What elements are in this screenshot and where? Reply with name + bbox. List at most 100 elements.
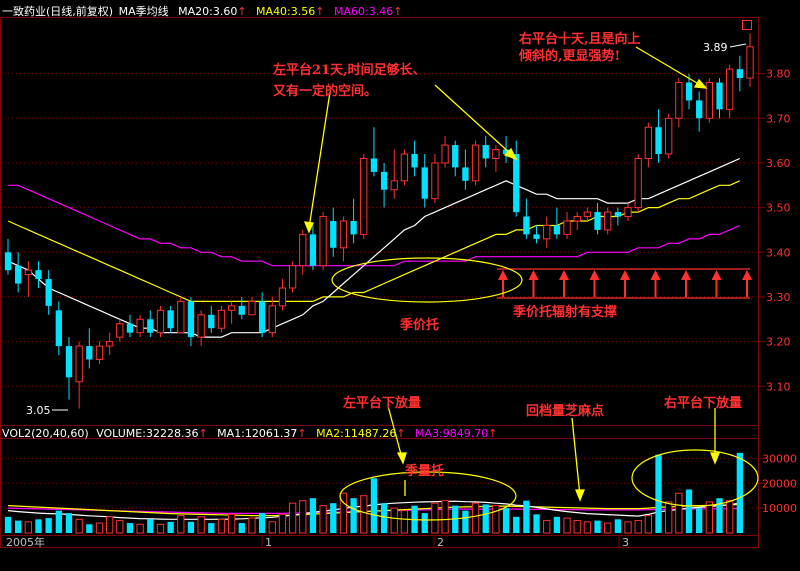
annotation-arrows xyxy=(303,46,720,502)
volume-bar-up xyxy=(24,521,32,534)
volume-header: VOL2(20,40,60) VOLUME:32228.36↑ MA1:1206… xyxy=(2,427,497,440)
volume-bar-down xyxy=(513,516,520,533)
ma60-value: MA60:3.46 xyxy=(333,5,394,18)
candle-body-down xyxy=(187,301,195,338)
volume-bar-down xyxy=(350,498,357,533)
candle-body-up xyxy=(400,153,409,182)
volume-bar-down xyxy=(462,510,469,533)
ma20-value: MA20:3.60 xyxy=(178,5,238,18)
up-arrow-icon: ↑ xyxy=(198,427,208,440)
candle-body-down xyxy=(350,221,357,235)
candle-body-down xyxy=(126,323,134,333)
candle-body-down xyxy=(208,314,215,329)
support-arrow-head xyxy=(711,270,722,280)
candle-body-up xyxy=(156,309,165,334)
volume-bar-up xyxy=(339,492,348,534)
volume-bar-down xyxy=(482,504,489,533)
volume-bar-up xyxy=(278,513,287,534)
candle-body-down xyxy=(309,234,317,266)
volume-bar-down xyxy=(685,489,693,533)
candle-body-up xyxy=(624,207,632,218)
volume-bar-down xyxy=(614,519,622,533)
volume-axis: 10000 20000 30000 xyxy=(759,452,797,515)
ma40-value: MA40:3.56 xyxy=(256,5,316,18)
volume-bar-up xyxy=(156,523,165,534)
volume-bar-down xyxy=(421,513,428,533)
price-tick-label: 3.50 xyxy=(766,202,791,215)
x-label-year: 2005年 xyxy=(6,535,45,549)
candle-body-down xyxy=(523,216,530,235)
extreme-labels: 3.05 3.89 xyxy=(26,41,747,417)
candle-body-down xyxy=(370,158,378,172)
volume-bar-up xyxy=(319,505,327,534)
chart-settings-icon[interactable] xyxy=(742,20,752,30)
support-arrow-head xyxy=(589,270,600,280)
candle-body-down xyxy=(736,69,743,79)
high-price-label: 3.89 xyxy=(703,41,728,54)
candle-body-up xyxy=(583,211,592,218)
support-arrow-head xyxy=(528,270,539,280)
volume-bar-up xyxy=(441,500,449,534)
volume-bar-down xyxy=(45,518,52,533)
candle-body-up xyxy=(95,345,104,360)
volume-bar-up xyxy=(116,520,124,534)
candle-body-up xyxy=(390,180,398,191)
candle-body-down xyxy=(462,167,469,181)
annotation-ellipses xyxy=(331,257,759,521)
candle-body-down xyxy=(330,221,337,248)
support-arrows xyxy=(498,270,752,297)
volume-bar-down xyxy=(523,500,530,533)
volume-bar-up xyxy=(624,521,632,534)
support-arrow-head xyxy=(498,270,508,280)
volume-bar-up xyxy=(471,502,480,534)
x-axis-ticks xyxy=(261,536,620,547)
price-header: 一致药业(日线,前复权) MA季均线 MA20:3.60↑ MA40:3.56↑… xyxy=(2,3,402,19)
volume-bar-down xyxy=(553,516,561,533)
candles xyxy=(4,33,754,409)
volume-bar-down xyxy=(533,514,540,533)
right-vol-ellipse xyxy=(631,449,759,507)
low-price-label: 3.05 xyxy=(26,404,51,417)
vol-ma3-value: MA3:9849.70 xyxy=(415,427,489,440)
left-shrink-note: 左平台下放量 xyxy=(343,396,422,411)
volume-bar-down xyxy=(65,513,73,533)
volume-tick-label: 30000 xyxy=(762,452,797,465)
candle-body-up xyxy=(24,269,32,276)
season-support-ellipse xyxy=(331,257,523,303)
vol-ma1-value: MA1:12061.37 xyxy=(217,427,298,440)
candle-body-up xyxy=(431,162,439,200)
candle-body-up xyxy=(675,82,683,119)
volume-bar-up xyxy=(75,518,83,534)
support-arrow-head xyxy=(742,270,752,280)
candle-body-down xyxy=(513,154,520,213)
volume-bar-up xyxy=(665,501,673,534)
price-tick-label: 3.70 xyxy=(766,112,791,125)
candle-body-down xyxy=(421,167,428,199)
candle-body-up xyxy=(471,144,480,182)
up-arrow-icon: ↑ xyxy=(315,5,325,18)
volume-bar-down xyxy=(55,510,62,533)
candle-body-down xyxy=(533,234,540,239)
candle-body-down xyxy=(502,149,510,154)
candle-body-up xyxy=(197,314,205,338)
volume-bar-up xyxy=(268,521,276,534)
volume-bar-up xyxy=(705,501,713,534)
support-arrow-head xyxy=(559,270,569,280)
candle-body-down xyxy=(15,265,22,284)
candle-body-up xyxy=(726,68,734,110)
right-platform-note-1: 右平台十天,且是向上 xyxy=(519,32,641,47)
volume-bar-down xyxy=(309,498,317,533)
volume-bar-up xyxy=(197,516,205,534)
up-arrow-icon: ↑ xyxy=(396,427,406,440)
volume-bar-down xyxy=(380,503,388,533)
volume-bar-up xyxy=(288,502,297,534)
x-label-2: 2 xyxy=(437,536,444,549)
volume-bar-up xyxy=(390,507,398,534)
left-platform-note-1: 左平台21天,时间足够长、 xyxy=(273,63,426,78)
candle-body-down xyxy=(452,145,459,168)
volume-bar-down xyxy=(696,508,703,533)
volume-bar-down xyxy=(187,521,195,533)
candle-body-down xyxy=(482,145,489,159)
volume-bar-up xyxy=(360,495,368,534)
